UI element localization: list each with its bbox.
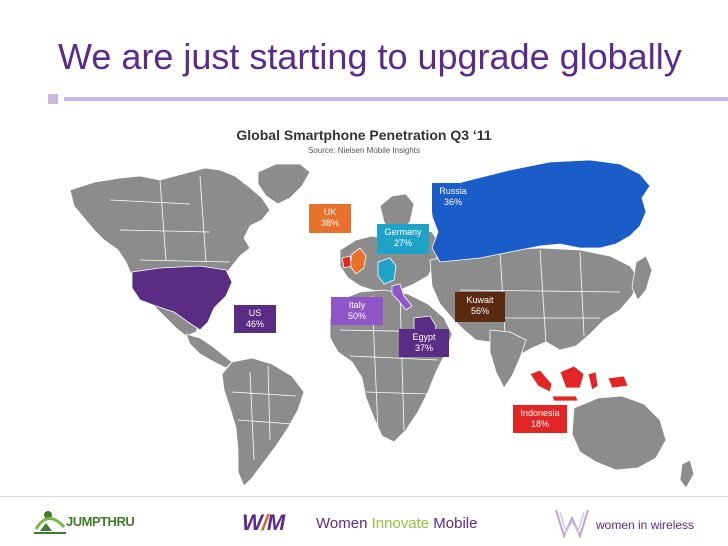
label-italy-country: Italy [348, 300, 366, 310]
jumpthru-logo-text: JUMPTHRU [66, 514, 135, 529]
label-russia: Russia 36% [432, 183, 474, 213]
wim-logo-mark: W/M [242, 510, 285, 536]
wim-mark-m: M [266, 510, 285, 535]
women-in-wireless-logo-text: women in wireless [596, 518, 695, 532]
map-asia [429, 247, 641, 357]
country-germany [377, 257, 397, 285]
label-germany-country: Germany [384, 227, 422, 237]
label-egypt-country: Egypt [412, 332, 436, 342]
country-indonesia-sumatra [529, 369, 553, 393]
label-uk-value: 38% [320, 218, 339, 228]
map-australia [571, 395, 667, 471]
label-russia-value: 36% [443, 197, 462, 207]
label-uk-country: UK [323, 207, 337, 217]
label-indonesia-value: 18% [530, 419, 549, 429]
country-us [131, 265, 233, 331]
wim-text-mobile: Mobile [429, 515, 478, 532]
map-central-america [185, 333, 233, 369]
title-rule-square [48, 94, 58, 104]
map-india [489, 329, 527, 389]
title-rule [64, 97, 728, 101]
label-us-value: 46% [245, 319, 264, 329]
map-south-america-divisions [231, 365, 297, 461]
label-indonesia-country: Indonesia [520, 408, 560, 418]
country-indonesia-java [551, 395, 579, 402]
slide-title: We are just starting to upgrade globally [58, 36, 682, 77]
wim-text-women: Women [316, 515, 372, 532]
wim-logo-text: Women Innovate Mobile [316, 515, 477, 532]
label-russia-country: Russia [439, 186, 467, 196]
label-germany-value: 27% [393, 238, 412, 248]
label-italy-value: 50% [347, 311, 366, 321]
country-italy [391, 283, 413, 311]
label-germany: Germany 27% [377, 224, 429, 254]
label-indonesia: Indonesia 18% [513, 405, 567, 433]
map-north-america [69, 167, 271, 337]
country-indonesia-borneo [559, 365, 585, 389]
jumpthru-logo-icon [34, 511, 66, 534]
label-egypt-value: 37% [414, 343, 433, 353]
country-indonesia-sulawesi [587, 371, 599, 391]
label-italy: Italy 50% [331, 297, 383, 325]
chart-source: Source: Nielsen Mobile Insights [307, 146, 421, 155]
chart-title: Global Smartphone Penetration Q3 ‘11 [236, 127, 492, 143]
map-new-zealand [679, 459, 695, 489]
country-ireland [341, 255, 352, 269]
label-egypt: Egypt 37% [399, 329, 449, 357]
label-kuwait-country: Kuwait [466, 295, 494, 305]
label-kuwait: Kuwait 56% [455, 292, 505, 322]
wim-mark-w: W [242, 510, 263, 535]
label-uk: UK 38% [309, 204, 351, 233]
label-us: US 46% [234, 305, 276, 333]
map-north-america-divisions [109, 175, 231, 263]
wim-mark-slash: / [261, 510, 268, 535]
map-japan [631, 255, 653, 301]
label-us-country: US [248, 308, 262, 318]
map-africa-divisions [339, 293, 445, 431]
country-indonesia-papua [607, 375, 629, 389]
map-greenland [257, 163, 311, 205]
women-in-wireless-logo-icon [555, 509, 589, 539]
footer-divider [0, 496, 728, 497]
label-kuwait-value: 56% [470, 306, 489, 316]
country-russia [431, 159, 651, 263]
wim-text-innovate: Innovate [371, 515, 430, 532]
